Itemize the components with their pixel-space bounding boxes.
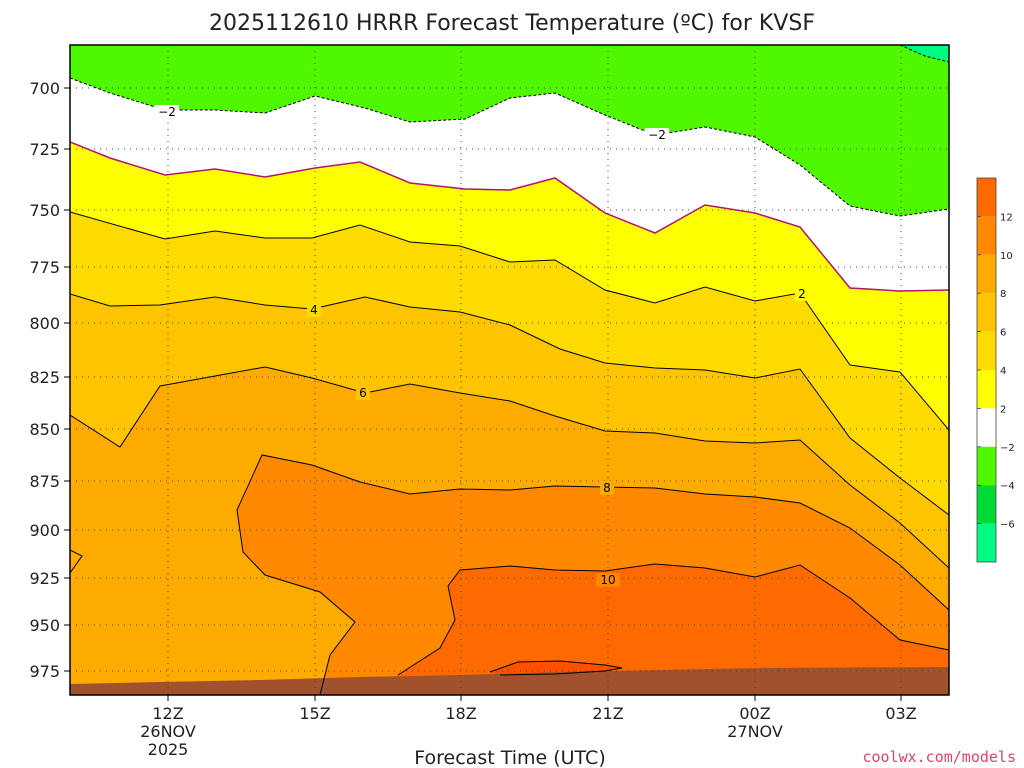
contour-label-plus2: 2 (798, 287, 806, 301)
y-tick-900: 900 (29, 521, 60, 540)
contour-plus6-west (70, 549, 83, 574)
colorbar-tick-label: 6 (1000, 328, 1006, 339)
colorbar-tick-label: −2 (1000, 443, 1015, 454)
contour-plus12 (489, 660, 623, 676)
y-tick-750: 750 (29, 201, 60, 220)
x-tick-15z: 15Z (299, 704, 330, 723)
contours (70, 45, 949, 695)
contour-plus2 (70, 211, 949, 431)
y-tick-950: 950 (29, 616, 60, 635)
plot-frame (69, 44, 950, 696)
grid (70, 45, 949, 695)
x-tick-00z: 00Z (739, 704, 770, 723)
y-tick-700: 700 (29, 79, 60, 98)
colorbar-swatch (977, 293, 996, 332)
colorbar-tick-label: −6 (1000, 520, 1015, 531)
chart-title: 2025112610 HRRR Forecast Temperature (ºC… (209, 11, 815, 36)
x-tick-00z-date: 27NOV (727, 722, 783, 741)
band-plus6-8-west (70, 550, 82, 573)
x-tick-21z: 21Z (592, 704, 623, 723)
y-tick-875: 875 (29, 472, 60, 491)
contour-plus8 (236, 454, 949, 695)
y-tick-975: 975 (29, 662, 60, 681)
colorbar-tick-label: 8 (1000, 289, 1006, 300)
colorbar-swatch (977, 408, 996, 447)
plot-area (70, 45, 949, 695)
contour-minus2 (70, 141, 949, 292)
x-tick-12z: 12Z (152, 704, 183, 723)
colorbar-swatch (977, 254, 996, 294)
band-minus2-minus4 (70, 45, 949, 216)
contour-minus4-top (899, 45, 949, 63)
colorbar-swatch (977, 370, 996, 409)
contour-label-plus8: 8 (603, 481, 611, 495)
contour-label-plus6: 6 (359, 386, 367, 400)
colorbar-tick-label: 2 (1000, 404, 1006, 415)
colorbar-swatch (977, 485, 996, 524)
credit-text: coolwx.com/models (862, 748, 1016, 766)
y-tick-825: 825 (29, 368, 60, 387)
contour-label-plus10: 10 (600, 573, 615, 587)
y-tick-725: 725 (29, 140, 60, 159)
y-tick-850: 850 (29, 420, 60, 439)
colorbar-swatch (977, 446, 996, 486)
colorbar-tick-label: −4 (1000, 481, 1015, 492)
y-axis: 700 725 750 775 800 825 850 875 900 925 … (29, 79, 70, 681)
contour-plus10 (397, 563, 949, 676)
contour-label-plus4: 4 (310, 303, 318, 317)
y-tick-800: 800 (29, 314, 60, 333)
colorbar-tick-label: 12 (1000, 212, 1013, 223)
contour-minus4 (70, 77, 949, 217)
colorbar-swatch (977, 178, 996, 217)
contour-labels: −2 −2 2 4 6 8 10 (155, 105, 809, 587)
colorbar-tick-label: 10 (1000, 251, 1013, 262)
x-tick-18z: 18Z (445, 704, 476, 723)
x-tick-03z: 03Z (885, 704, 916, 723)
contour-label-minus2-a: −2 (158, 105, 176, 119)
colorbar-swatch (977, 216, 996, 255)
contour-label-minus2-b: −2 (648, 128, 666, 142)
colorbar-swatch (977, 523, 996, 562)
contour-plus4 (70, 293, 949, 516)
colorbar: 12 10 8 6 4 2 −2 −4 −6 (976, 177, 1015, 563)
x-tick-12z-year: 2025 (148, 740, 189, 759)
colorbar-tick-label: 4 (1000, 366, 1006, 377)
colorbar-swatch (977, 331, 996, 370)
y-tick-775: 775 (29, 258, 60, 277)
x-axis-label: Forecast Time (UTC) (414, 747, 605, 768)
contour-plus6 (70, 366, 949, 569)
band-minus4-minus6 (900, 45, 949, 62)
band-white-top (70, 78, 949, 291)
x-tick-12z-date: 26NOV (140, 722, 196, 741)
x-axis: 12Z 26NOV 2025 15Z 18Z 21Z 00Z 27NOV 03Z… (140, 695, 917, 768)
y-tick-925: 925 (29, 569, 60, 588)
terrain (70, 667, 949, 695)
